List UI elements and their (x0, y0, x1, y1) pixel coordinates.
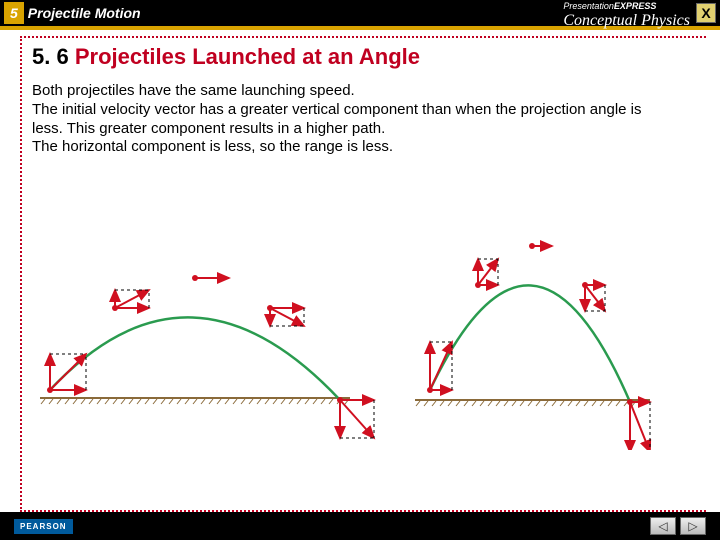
brand-text: PresentationEXPRESS Conceptual Physics (563, 0, 690, 30)
paragraph-2: The initial velocity vector has a greate… (32, 101, 672, 139)
brand-block: PresentationEXPRESS Conceptual Physics X (563, 0, 716, 30)
nav-arrows: ◁ ▷ (650, 517, 706, 535)
chapter-label: 5 Projectile Motion (4, 2, 141, 24)
close-icon: X (701, 5, 710, 21)
prev-button[interactable]: ◁ (650, 517, 676, 535)
chapter-number: 5 (4, 2, 24, 24)
heading-text: Projectiles Launched at an Angle (75, 44, 420, 69)
heading-number: 5. 6 (32, 44, 69, 69)
chevron-right-icon: ▷ (688, 519, 697, 533)
paragraph-3: The horizontal component is less, so the… (32, 138, 672, 157)
body-text: Both projectiles have the same launching… (32, 82, 672, 157)
projectile-diagram (30, 230, 690, 450)
footer-bar: PEARSON ◁ ▷ (0, 512, 720, 540)
next-button[interactable]: ▷ (680, 517, 706, 535)
chapter-title: Projectile Motion (28, 5, 141, 21)
slide-heading: 5. 6 Projectiles Launched at an Angle (32, 44, 702, 70)
chevron-left-icon: ◁ (658, 519, 667, 533)
paragraph-1: Both projectiles have the same launching… (32, 82, 672, 101)
slide-content: 5. 6 Projectiles Launched at an Angle Bo… (0, 30, 720, 512)
pearson-logo: PEARSON (14, 519, 73, 534)
close-button[interactable]: X (696, 3, 716, 23)
header-bar: 5 Projectile Motion PresentationEXPRESS … (0, 0, 720, 26)
